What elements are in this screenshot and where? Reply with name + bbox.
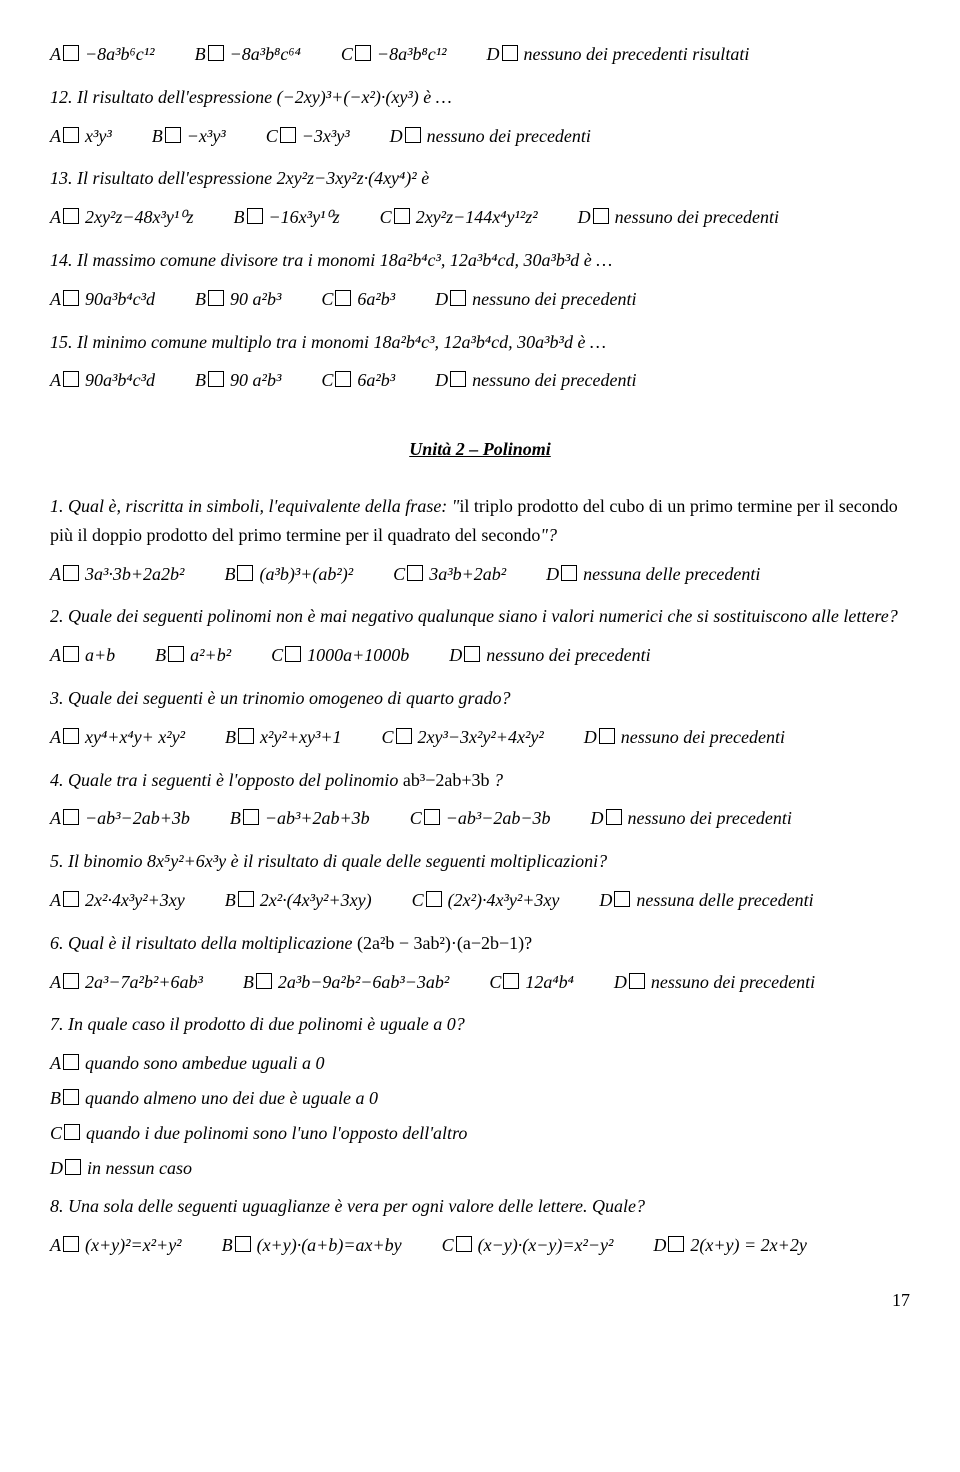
answers-p2: Aa+b Ba²+b² C1000a+1000b Dnessuno dei pr… (50, 641, 910, 670)
opt-text: −8a³b⁸c¹² (377, 40, 447, 69)
option-D[interactable]: D2(x+y) = 2x+2y (653, 1231, 806, 1260)
question-15: 15. Il minimo comune multiplo tra i mono… (50, 328, 910, 357)
option-A[interactable]: A3a³·3b+2a2b² (50, 560, 184, 589)
option-A[interactable]: Ax³y³ (50, 122, 112, 151)
option-D[interactable]: Dnessuna delle precedenti (546, 560, 760, 589)
option-C[interactable]: C6a²b³ (321, 366, 395, 395)
option-A[interactable]: A−8a³b⁶c¹² (50, 40, 155, 69)
option-D[interactable]: Din nessun caso (50, 1154, 910, 1183)
option-C[interactable]: Cquando i due polinomi sono l'uno l'oppo… (50, 1119, 870, 1148)
option-C[interactable]: C12a⁴b⁴ (489, 968, 574, 997)
option-B[interactable]: B−ab³+2ab+3b (230, 804, 370, 833)
option-A[interactable]: A2xy²z−48x³y¹⁰z (50, 203, 194, 232)
question-p5: 5. Il binomio 8x⁵y²+6x³y è il risultato … (50, 847, 910, 876)
option-B[interactable]: B(x+y)·(a+b)=ax+by (222, 1231, 402, 1260)
question-p3: 3. Quale dei seguenti è un trinomio omog… (50, 684, 910, 713)
question-p1: 1. Qual è, riscritta in simboli, l'equiv… (50, 492, 910, 550)
option-C[interactable]: C(x−y)·(x−y)=x²−y² (442, 1231, 614, 1260)
option-C[interactable]: C6a²b³ (321, 285, 395, 314)
option-A[interactable]: Aquando sono ambedue uguali a 0 (50, 1049, 870, 1078)
answers-p3: Axy⁴+x⁴y+ x²y² Bx²y²+xy³+1 C2xy³−3x²y²+4… (50, 723, 910, 752)
question-p6: 6. Qual è il risultato della moltiplicaz… (50, 929, 910, 958)
opt-text: −8a³b⁶c¹² (85, 40, 155, 69)
unit-heading: Unità 2 – Polinomi (50, 435, 910, 464)
option-A[interactable]: Aa+b (50, 641, 115, 670)
option-C[interactable]: C−3x³y³ (266, 122, 350, 151)
question-14: 14. Il massimo comune divisore tra i mon… (50, 246, 910, 275)
page-number: 17 (50, 1286, 910, 1315)
option-A[interactable]: A2a³−7a²b²+6ab³ (50, 968, 203, 997)
question-p7: 7. In quale caso il prodotto di due poli… (50, 1010, 910, 1039)
option-B[interactable]: B90 a²b³ (195, 366, 281, 395)
opt-text: nessuno dei precedenti risultati (524, 40, 750, 69)
opt-text: −8a³b⁸c⁶⁴ (230, 40, 301, 69)
answers-p5: A2x²·4x³y²+3xy B2x²·(4x³y²+3xy) C(2x²)·4… (50, 886, 910, 915)
option-D[interactable]: Dnessuno dei precedenti risultati (487, 40, 750, 69)
option-B[interactable]: Ba²+b² (155, 641, 231, 670)
question-p8: 8. Una sola delle seguenti uguaglianze è… (50, 1192, 910, 1221)
answers-p8: A(x+y)²=x²+y² B(x+y)·(a+b)=ax+by C(x−y)·… (50, 1231, 910, 1260)
answers-15: A90a³b⁴c³d B90 a²b³ C6a²b³ Dnessuno dei … (50, 366, 910, 395)
answers-row-top: A−8a³b⁶c¹² B−8a³b⁸c⁶⁴ C−8a³b⁸c¹² Dnessun… (50, 40, 910, 69)
question-p2: 2. Quale dei seguenti polinomi non è mai… (50, 602, 910, 631)
option-C[interactable]: C(2x²)·4x³y²+3xy (412, 886, 560, 915)
option-D[interactable]: Dnessuno dei precedenti (435, 366, 636, 395)
option-B[interactable]: B(a³b)³+(ab²)² (224, 560, 353, 589)
option-C[interactable]: C3a³b+2ab² (393, 560, 506, 589)
option-B[interactable]: B2a³b−9a²b²−6ab³−3ab² (243, 968, 449, 997)
option-D[interactable]: Dnessuno dei precedenti (435, 285, 636, 314)
answers-13: A2xy²z−48x³y¹⁰z B−16x³y¹⁰z C2xy²z−144x⁴y… (50, 203, 910, 232)
option-C[interactable]: C2xy³−3x²y²+4x²y² (382, 723, 544, 752)
answers-p1: A3a³·3b+2a2b² B(a³b)³+(ab²)² C3a³b+2ab² … (50, 560, 910, 589)
option-B[interactable]: Bx²y²+xy³+1 (225, 723, 341, 752)
question-p4: 4. Quale tra i seguenti è l'opposto del … (50, 766, 910, 795)
answers-12: Ax³y³ B−x³y³ C−3x³y³ Dnessuno dei preced… (50, 122, 910, 151)
option-A[interactable]: A−ab³−2ab+3b (50, 804, 190, 833)
option-B[interactable]: B2x²·(4x³y²+3xy) (225, 886, 372, 915)
option-A[interactable]: Axy⁴+x⁴y+ x²y² (50, 723, 185, 752)
option-D[interactable]: Dnessuno dei precedenti (578, 203, 779, 232)
option-D[interactable]: Dnessuno dei precedenti (449, 641, 650, 670)
question-12: 12. Il risultato dell'espressione (−2xy)… (50, 83, 910, 112)
option-B[interactable]: B−16x³y¹⁰z (234, 203, 340, 232)
answers-p4: A−ab³−2ab+3b B−ab³+2ab+3b C−ab³−2ab−3b D… (50, 804, 910, 833)
option-D[interactable]: Dnessuno dei precedenti (614, 968, 815, 997)
option-A[interactable]: A90a³b⁴c³d (50, 285, 155, 314)
option-D[interactable]: Dnessuno dei precedenti (591, 804, 792, 833)
option-B[interactable]: B90 a²b³ (195, 285, 281, 314)
answers-14: A90a³b⁴c³d B90 a²b³ C6a²b³ Dnessuno dei … (50, 285, 910, 314)
option-A[interactable]: A(x+y)²=x²+y² (50, 1231, 182, 1260)
option-B[interactable]: B−x³y³ (152, 122, 226, 151)
option-C[interactable]: C1000a+1000b (271, 641, 409, 670)
option-B[interactable]: B−8a³b⁸c⁶⁴ (195, 40, 301, 69)
option-B[interactable]: Bquando almeno uno dei due è uguale a 0 (50, 1084, 870, 1113)
option-A[interactable]: A2x²·4x³y²+3xy (50, 886, 185, 915)
option-D[interactable]: Dnessuna delle precedenti (599, 886, 813, 915)
answers-p7: Aquando sono ambedue uguali a 0 Bquando … (50, 1049, 910, 1182)
option-D[interactable]: Dnessuno dei precedenti (584, 723, 785, 752)
answers-p6: A2a³−7a²b²+6ab³ B2a³b−9a²b²−6ab³−3ab² C1… (50, 968, 910, 997)
option-C[interactable]: C−ab³−2ab−3b (410, 804, 551, 833)
option-A[interactable]: A90a³b⁴c³d (50, 366, 155, 395)
option-C[interactable]: C2xy²z−144x⁴y¹²z² (380, 203, 538, 232)
question-13: 13. Il risultato dell'espressione 2xy²z−… (50, 164, 910, 193)
option-C[interactable]: C−8a³b⁸c¹² (341, 40, 447, 69)
option-D[interactable]: Dnessuno dei precedenti (390, 122, 591, 151)
